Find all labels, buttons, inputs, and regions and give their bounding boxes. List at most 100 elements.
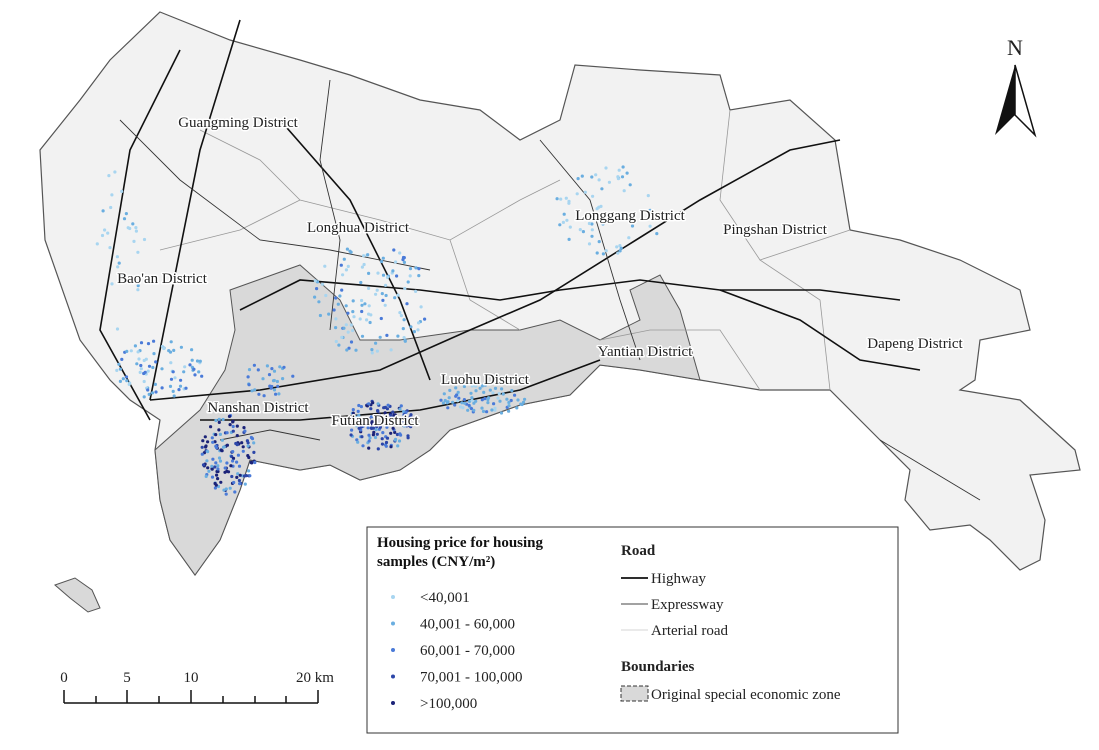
sample-point — [485, 410, 489, 414]
sample-point — [558, 223, 562, 227]
sample-point — [360, 334, 365, 338]
sample-point — [219, 480, 223, 484]
sample-point — [236, 472, 240, 476]
sample-point — [252, 441, 256, 445]
sample-point — [480, 384, 484, 388]
sample-point — [581, 230, 586, 234]
sample-point — [360, 298, 364, 303]
district-boundaries — [159, 109, 851, 391]
sample-point — [597, 240, 601, 244]
district-label: Dapeng District — [867, 336, 963, 352]
sample-point — [488, 388, 492, 392]
sample-point — [169, 361, 173, 365]
sample-point — [384, 440, 389, 445]
sample-point — [229, 464, 233, 468]
sample-point — [369, 313, 373, 317]
sample-point — [215, 473, 219, 477]
sample-point — [126, 226, 130, 230]
sample-point — [567, 199, 571, 203]
sample-point — [376, 402, 380, 406]
sample-point — [232, 480, 236, 485]
legend-label: 70,001 - 100,000 — [420, 670, 523, 686]
sample-point — [628, 183, 632, 187]
sample-point — [441, 401, 445, 405]
sample-point — [261, 377, 265, 381]
sample-point — [366, 422, 370, 426]
sample-point — [336, 302, 340, 306]
sample-point — [116, 265, 120, 269]
sample-point — [204, 444, 208, 448]
sample-point — [345, 348, 349, 352]
sample-point — [190, 358, 194, 362]
sample-point — [231, 429, 235, 433]
sample-point — [406, 434, 410, 438]
sample-point — [138, 370, 142, 374]
sample-point — [601, 222, 605, 226]
sample-point — [230, 474, 234, 479]
sample-point — [355, 438, 359, 442]
sample-point — [246, 444, 250, 448]
sample-point — [576, 177, 580, 181]
sample-point — [169, 340, 173, 344]
sample-point — [206, 466, 210, 470]
sample-point — [134, 226, 138, 230]
sample-point — [469, 407, 474, 411]
sample-point — [115, 327, 120, 331]
sample-point — [162, 346, 166, 351]
sample-point — [367, 439, 371, 443]
sample-point — [152, 352, 156, 356]
sample-point — [172, 394, 176, 398]
district-label: Nanshan District — [207, 400, 309, 416]
sample-point — [498, 399, 502, 403]
sample-point — [117, 261, 121, 265]
sample-point — [448, 388, 452, 392]
sample-point — [351, 310, 355, 314]
sample-point — [367, 446, 371, 450]
sample-point — [210, 464, 214, 468]
sample-point — [381, 431, 385, 435]
sample-point — [357, 426, 361, 430]
sample-point — [366, 253, 370, 257]
sample-point — [168, 384, 173, 388]
sample-point — [231, 420, 235, 424]
sample-point — [167, 349, 171, 353]
sample-point — [344, 323, 348, 327]
sample-point — [380, 437, 384, 441]
sample-point — [451, 400, 455, 404]
sample-point — [315, 287, 319, 291]
sample-point — [349, 433, 353, 437]
sample-point — [382, 406, 386, 410]
sample-point — [387, 419, 391, 423]
sample-point — [356, 440, 360, 444]
north-arrow: N — [995, 35, 1037, 138]
sample-point — [133, 344, 137, 348]
legend-label: 40,001 - 60,000 — [420, 617, 515, 633]
sample-point — [346, 264, 350, 268]
sample-point — [474, 384, 478, 388]
sample-point — [403, 339, 407, 343]
sample-point — [501, 392, 505, 396]
sample-point — [142, 395, 146, 399]
sample-point — [622, 189, 626, 193]
sample-point — [354, 415, 358, 419]
sample-point — [601, 252, 606, 256]
sample-point — [461, 406, 465, 410]
sample-point — [604, 166, 608, 170]
sample-point — [282, 365, 286, 369]
sample-point — [384, 283, 388, 287]
sample-point — [655, 232, 659, 236]
sample-point — [630, 224, 635, 228]
sample-point — [275, 379, 279, 384]
sample-point — [246, 375, 250, 379]
legend-title: Boundaries — [621, 659, 695, 675]
sample-point — [320, 282, 325, 286]
sample-point — [458, 405, 463, 409]
sample-point — [272, 369, 277, 373]
sample-point — [443, 398, 447, 403]
sample-point — [334, 339, 338, 344]
legend-swatch — [391, 648, 395, 652]
sample-point — [235, 475, 239, 479]
sample-point — [396, 293, 400, 297]
sample-point — [470, 398, 474, 402]
